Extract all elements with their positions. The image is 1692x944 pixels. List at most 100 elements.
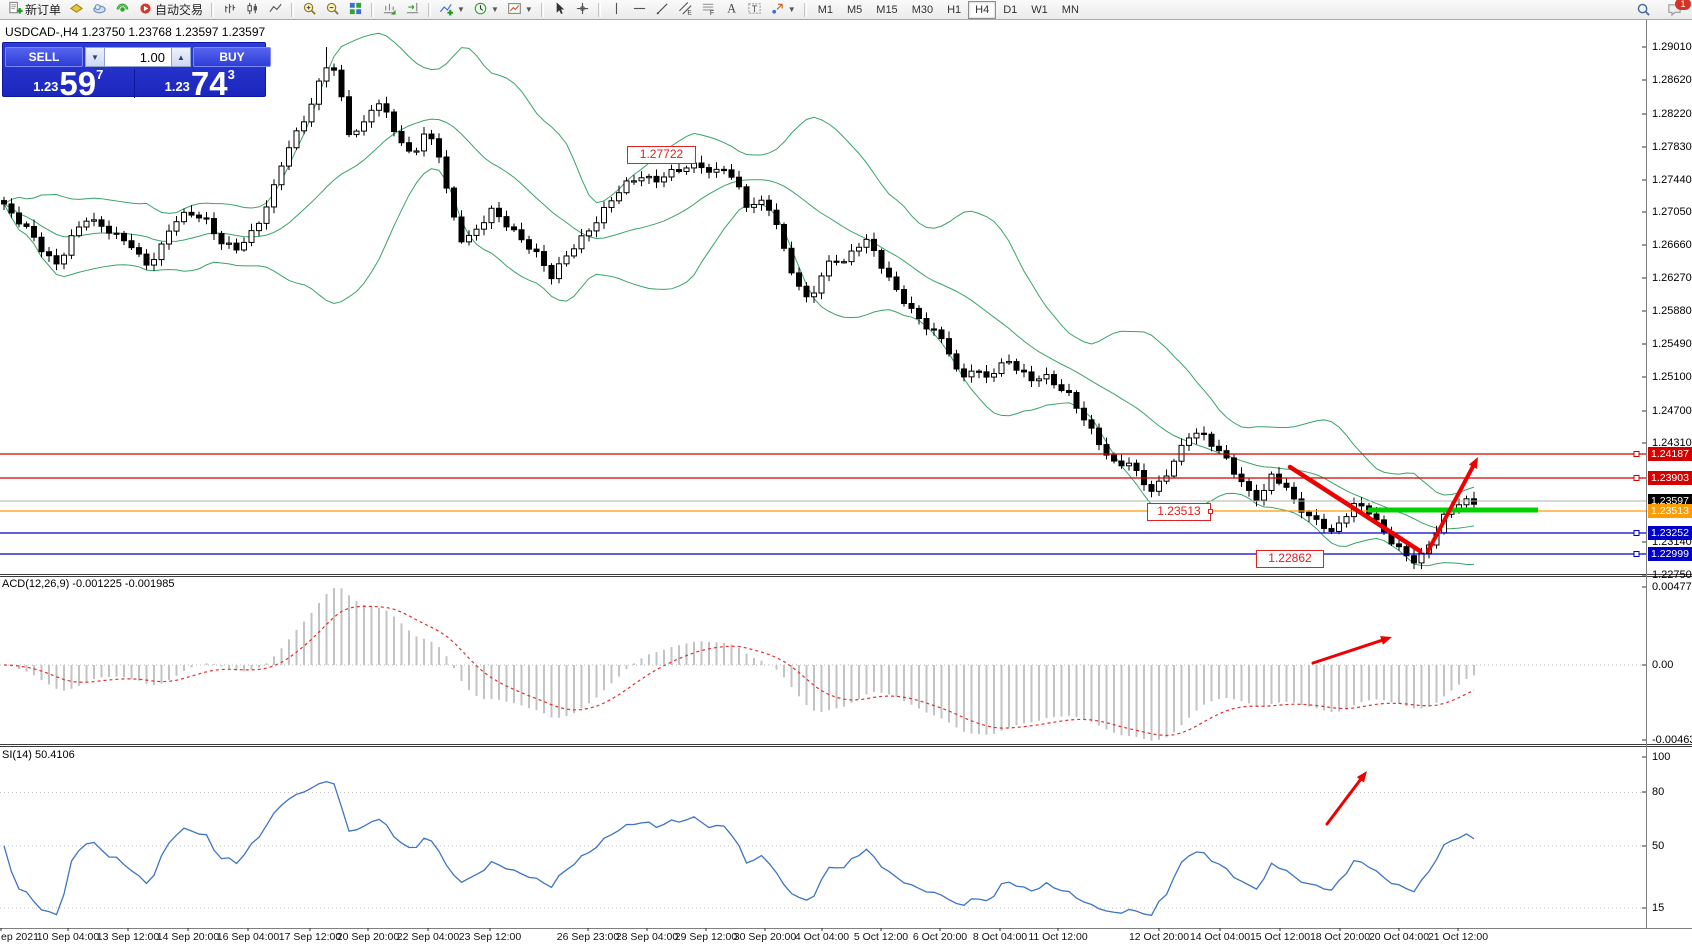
sell-price-big: 59: [59, 65, 97, 102]
navigator-button[interactable]: [88, 0, 111, 20]
time-label: 14 Oct 04:00: [1189, 931, 1251, 943]
candle: [698, 162, 705, 169]
candlestick-button[interactable]: [241, 0, 264, 20]
candle: [653, 175, 660, 183]
signals-button[interactable]: [111, 0, 134, 20]
line-chart-button[interactable]: [264, 0, 287, 20]
price-badge-1.23252: 1.23252: [1648, 526, 1692, 540]
search-button[interactable]: [1632, 1, 1655, 21]
sell-button[interactable]: SELL: [5, 47, 83, 67]
zoom-in-button[interactable]: [298, 0, 321, 20]
rsi-turn-arrow[interactable]: [1325, 771, 1367, 826]
candle: [1111, 454, 1117, 462]
buy-button[interactable]: BUY: [193, 47, 271, 67]
vertical-line-icon: [609, 1, 624, 19]
auto-scroll-button[interactable]: [378, 0, 401, 20]
time-label: 22 Sep 04:00: [396, 931, 460, 943]
candle: [1231, 457, 1237, 475]
candle: [1186, 437, 1192, 446]
annotation-box-1.27722[interactable]: 1.27722: [627, 146, 696, 164]
bar-chart-button[interactable]: [218, 0, 241, 20]
volume-decrease-button[interactable]: ▼: [85, 47, 105, 67]
bid-ask-display: 1.23 59 7 1.23 74 3: [3, 65, 266, 102]
one-click-trading-panel: SELL ▼ ▲ BUY 1.23 59 7 1.23 74 3: [2, 42, 271, 102]
candle: [856, 246, 862, 252]
time-label: 20 Sep 20:00: [336, 931, 400, 943]
text-label-button[interactable]: T: [743, 0, 766, 20]
volume-input[interactable]: [105, 47, 171, 67]
candle: [758, 199, 765, 206]
new-order-button[interactable]: 新订单: [4, 0, 65, 20]
line-handle[interactable]: [1633, 530, 1640, 536]
timeframe-m1-button[interactable]: M1: [817, 3, 833, 16]
chat-button[interactable]: 1: [1663, 0, 1691, 21]
periods-button[interactable]: ▼: [469, 0, 503, 20]
candle: [136, 247, 142, 255]
market-watch-button[interactable]: [65, 0, 88, 20]
autotrading-button[interactable]: 自动交易: [134, 0, 207, 20]
sell-price-pip: 7: [96, 67, 104, 82]
timeframe-m30-button[interactable]: M30: [911, 3, 934, 16]
volume-increase-button[interactable]: ▲: [171, 47, 191, 67]
candle: [533, 248, 540, 253]
rsi-axis-label: 50: [1652, 840, 1665, 852]
annotation-box-1.22862[interactable]: 1.22862: [1256, 550, 1324, 568]
timeframe-h1-button[interactable]: H1: [947, 3, 962, 16]
line-handle[interactable]: [1633, 451, 1640, 457]
timeframe-m5-button[interactable]: M5: [847, 3, 863, 16]
vertical-line-button[interactable]: [605, 0, 628, 20]
fibonacci-button[interactable]: F: [697, 0, 720, 20]
cursor-button[interactable]: [548, 0, 571, 20]
candle: [743, 186, 750, 208]
line-chart-icon: [268, 1, 283, 19]
candle: [308, 103, 315, 123]
trendline-button[interactable]: [651, 0, 674, 20]
downtrend-line-annotation[interactable]: [1287, 464, 1423, 554]
line-handle[interactable]: [1633, 475, 1640, 481]
price-breakout-arrow[interactable]: [1426, 457, 1478, 553]
timeframe-w1-button[interactable]: W1: [1031, 3, 1048, 16]
signals-icon: [115, 1, 130, 19]
macd-signal-line: [3, 605, 1475, 737]
price-tick-label: 1.28620: [1652, 74, 1692, 86]
crosshair-button[interactable]: [571, 0, 594, 20]
annotation-connector[interactable]: [1208, 509, 1213, 514]
timeframe-h4-button[interactable]: H4: [968, 0, 997, 19]
candle: [1216, 445, 1222, 452]
timeframe-d1-button[interactable]: D1: [1003, 3, 1018, 16]
candle: [811, 292, 817, 298]
buy-price[interactable]: 1.23 74 3: [135, 67, 266, 100]
candle: [1081, 407, 1087, 421]
time-label: 10 Sep 04:00: [36, 931, 100, 943]
tile-windows-button[interactable]: [344, 0, 367, 20]
timeframe-mn-button[interactable]: MN: [1061, 3, 1079, 16]
candle: [623, 180, 630, 194]
candle: [293, 130, 300, 149]
arrows-button[interactable]: ▼: [766, 0, 800, 20]
line-handle[interactable]: [1633, 551, 1640, 557]
text-button[interactable]: A: [720, 0, 743, 20]
zoom-out-button[interactable]: [321, 0, 344, 20]
candle: [106, 225, 112, 234]
annotation-box-1.23513[interactable]: 1.23513: [1147, 503, 1211, 521]
macd-turn-arrow[interactable]: [1311, 636, 1392, 665]
chart-shift-button[interactable]: [401, 0, 424, 20]
candle: [248, 230, 255, 243]
candle: [781, 223, 787, 249]
templates-button[interactable]: ▼: [503, 0, 537, 20]
horizontal-line-button[interactable]: [628, 0, 651, 20]
sell-price[interactable]: 1.23 59 7: [3, 65, 134, 102]
channel-button[interactable]: E: [674, 0, 697, 20]
candle: [923, 318, 930, 330]
candle: [166, 230, 172, 245]
candle: [31, 225, 37, 238]
indicators-button[interactable]: ▼: [435, 0, 469, 20]
time-label: 14 Sep 20:00: [156, 931, 220, 943]
candle: [353, 130, 360, 136]
chevron-down-icon: ▼: [490, 5, 499, 14]
timeframe-m15-button[interactable]: M15: [876, 3, 898, 16]
candle: [571, 248, 577, 257]
candle: [211, 218, 217, 235]
